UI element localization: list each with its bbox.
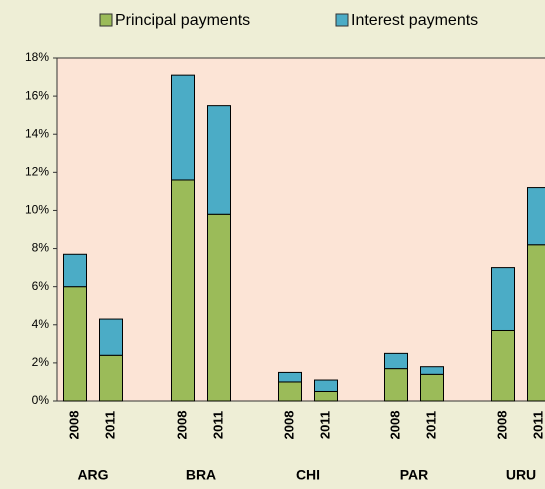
y-tick-label: 0%	[32, 393, 50, 407]
bar-segment	[527, 187, 545, 246]
group-label: CHI	[296, 467, 320, 483]
x-tick-label: 2011	[102, 411, 117, 439]
x-tick-label: 2008	[66, 411, 81, 440]
group-label: PAR	[400, 467, 429, 483]
y-tick-label: 16%	[25, 88, 49, 102]
group-label: BRA	[186, 467, 216, 483]
x-tick-label: 2008	[281, 411, 296, 440]
legend-label: Interest payments	[351, 12, 478, 29]
plot-area	[56, 57, 545, 402]
y-tick-label: 6%	[32, 279, 50, 293]
bar-segment	[207, 105, 231, 215]
x-tick-label: 2011	[210, 411, 225, 439]
bar-segment	[420, 366, 444, 375]
x-tick-label: 2011	[317, 411, 332, 439]
bar-segment	[207, 213, 231, 402]
bar-segment	[63, 286, 87, 402]
bar-segment	[527, 244, 545, 402]
bar-segment	[491, 267, 515, 331]
bar-segment	[491, 329, 515, 402]
bar-segment	[278, 371, 302, 383]
x-tick-label: 2011	[530, 411, 545, 439]
bar-segment	[314, 390, 338, 402]
bar-segment	[420, 373, 444, 402]
legend-swatch	[99, 13, 113, 27]
x-tick-label: 2008	[174, 411, 189, 440]
x-tick-label: 2011	[423, 411, 438, 439]
bar-segment	[63, 253, 87, 288]
bar-segment	[384, 368, 408, 402]
y-tick-label: 2%	[32, 355, 50, 369]
bar-segment	[278, 381, 302, 402]
legend-label: Principal payments	[115, 12, 250, 29]
y-tick-label: 14%	[25, 126, 49, 140]
y-tick-label: 4%	[32, 317, 50, 331]
y-tick-label: 18%	[25, 50, 49, 64]
bar-segment	[384, 352, 408, 370]
y-tick-label: 12%	[25, 165, 49, 179]
y-tick-label: 10%	[25, 203, 49, 217]
bar-segment	[99, 354, 123, 402]
bar-segment	[171, 74, 195, 181]
bar-segment	[171, 179, 195, 402]
bar-segment	[314, 379, 338, 392]
x-tick-label: 2008	[387, 411, 402, 440]
legend-swatch	[335, 13, 349, 27]
bar-segment	[99, 318, 123, 356]
group-label: ARG	[77, 467, 108, 483]
group-label: URU	[506, 467, 536, 483]
y-tick-label: 8%	[32, 241, 50, 255]
x-tick-label: 2008	[494, 411, 509, 440]
